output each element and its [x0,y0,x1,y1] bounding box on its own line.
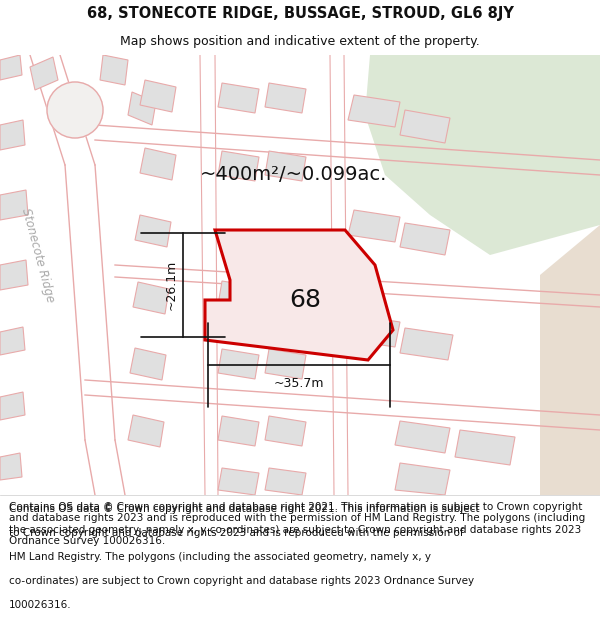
Polygon shape [0,327,25,355]
Polygon shape [348,210,400,242]
Polygon shape [395,421,450,453]
Polygon shape [128,92,156,125]
Polygon shape [265,416,306,446]
Polygon shape [0,55,22,80]
Polygon shape [348,315,400,347]
Polygon shape [265,281,306,311]
Text: to Crown copyright and database rights 2023 and is reproduced with the permissio: to Crown copyright and database rights 2… [9,528,464,538]
Polygon shape [0,190,28,220]
Text: 100026316.: 100026316. [9,600,71,610]
Text: 68: 68 [289,288,321,312]
Polygon shape [133,282,169,314]
Polygon shape [540,225,600,495]
Text: ~400m²/~0.099ac.: ~400m²/~0.099ac. [200,166,388,184]
Polygon shape [348,95,400,127]
Polygon shape [0,392,25,420]
Text: Map shows position and indicative extent of the property.: Map shows position and indicative extent… [120,35,480,48]
Text: ~26.1m: ~26.1m [165,260,178,310]
Text: 68, STONECOTE RIDGE, BUSSAGE, STROUD, GL6 8JY: 68, STONECOTE RIDGE, BUSSAGE, STROUD, GL… [86,6,514,21]
Text: Contains OS data © Crown copyright and database right 2021. This information is : Contains OS data © Crown copyright and d… [9,504,479,514]
Polygon shape [218,349,259,379]
Polygon shape [0,260,28,290]
Polygon shape [400,328,453,360]
Polygon shape [0,120,25,150]
Polygon shape [0,453,22,480]
Text: co-ordinates) are subject to Crown copyright and database rights 2023 Ordnance S: co-ordinates) are subject to Crown copyr… [9,576,474,586]
Polygon shape [365,55,600,255]
Polygon shape [400,223,450,255]
Polygon shape [140,148,176,180]
Polygon shape [100,55,128,85]
Polygon shape [135,215,171,247]
Text: ~35.7m: ~35.7m [274,377,324,390]
Text: Stonecote Ridge: Stonecote Ridge [19,206,57,304]
Text: HM Land Registry. The polygons (including the associated geometry, namely x, y: HM Land Registry. The polygons (includin… [9,552,431,562]
Polygon shape [265,151,306,181]
Polygon shape [218,83,259,113]
Polygon shape [30,57,58,90]
Polygon shape [265,349,306,379]
Polygon shape [218,416,259,446]
Polygon shape [140,80,176,112]
Text: Contains OS data © Crown copyright and database right 2021. This information is : Contains OS data © Crown copyright and d… [9,501,585,546]
Polygon shape [205,230,393,360]
Polygon shape [395,463,450,495]
Polygon shape [128,415,164,447]
Polygon shape [400,110,450,143]
Polygon shape [455,430,515,465]
Circle shape [47,82,103,138]
Polygon shape [218,151,259,181]
Polygon shape [265,468,306,495]
Polygon shape [130,348,166,380]
Polygon shape [265,83,306,113]
Polygon shape [218,281,259,311]
Polygon shape [218,468,259,495]
